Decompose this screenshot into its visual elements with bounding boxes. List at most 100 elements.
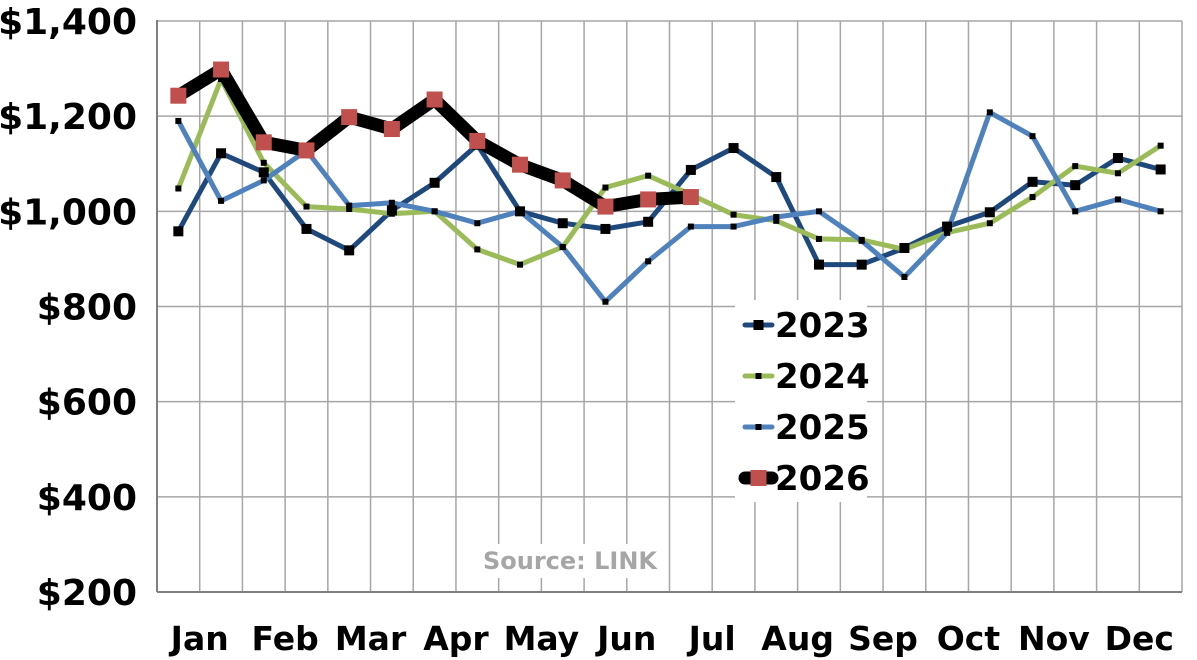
data-point-2024 (1029, 194, 1036, 201)
data-point-2023 (1070, 180, 1081, 191)
data-point-2023 (856, 259, 867, 270)
data-point-2024 (175, 185, 182, 192)
y-tick-label: $800 (37, 288, 137, 329)
data-point-2024 (645, 172, 652, 179)
series-markers (170, 61, 1166, 305)
x-tick-label: May (504, 619, 580, 658)
data-point-2025 (517, 208, 524, 215)
data-point-2025 (815, 208, 822, 215)
data-point-2023 (258, 167, 269, 178)
series-line-2024 (175, 76, 1164, 268)
data-point-2023 (386, 205, 397, 216)
data-point-2025 (645, 258, 652, 265)
data-point-2023 (984, 207, 995, 218)
y-axis-tick-labels: $200 $400 $600 $800 $1,000 $1,200 $1,400 (0, 2, 137, 614)
data-point-2024 (1072, 163, 1079, 170)
data-point-2025 (559, 244, 566, 251)
data-point-2026 (298, 142, 315, 159)
data-point-2026 (682, 189, 699, 206)
data-point-2024 (986, 220, 993, 227)
x-tick-label: Aug (761, 619, 834, 658)
data-point-2026 (383, 121, 400, 138)
data-point-2023 (344, 245, 355, 256)
data-point-2024 (602, 184, 609, 191)
x-tick-label: Oct (937, 619, 1001, 658)
data-point-2025 (1157, 208, 1164, 215)
x-tick-label: Sep (848, 619, 918, 658)
legend-label-2026: 2026 (775, 459, 870, 499)
data-point-2024 (1114, 170, 1121, 177)
x-tick-label: Jan (169, 619, 229, 658)
data-point-2025 (687, 223, 694, 230)
axes (156, 20, 1182, 593)
x-axis-tick-labels: Jan Feb Mar Apr May Jun Jul Aug Sep Oct Nov Dec (169, 619, 1174, 658)
legend-marker-2024 (755, 373, 762, 379)
data-point-2026 (213, 61, 230, 78)
data-point-2026 (341, 109, 358, 126)
data-point-2023 (1112, 153, 1123, 164)
data-point-2024 (815, 235, 822, 242)
data-point-2023 (728, 143, 739, 154)
legend-marker-2026 (750, 470, 767, 486)
x-tick-label: Jul (687, 619, 736, 658)
data-point-2026 (255, 134, 272, 151)
data-point-2025 (1114, 196, 1121, 203)
y-tick-label: $400 (37, 478, 137, 519)
data-point-2023 (685, 164, 696, 175)
data-point-2025 (218, 197, 225, 204)
x-tick-label: Dec (1105, 619, 1174, 658)
data-point-2024 (218, 76, 225, 83)
legend-label-2025: 2025 (775, 408, 870, 448)
data-point-2025 (431, 208, 438, 215)
legend-label-2023: 2023 (775, 306, 870, 346)
data-point-2023 (301, 223, 312, 234)
data-point-2026 (512, 156, 529, 173)
data-point-2025 (901, 273, 908, 280)
legend: 2023 2024 2025 2026 (738, 306, 870, 499)
data-point-2023 (813, 259, 824, 270)
data-point-2026 (640, 191, 657, 208)
data-point-2026 (170, 87, 187, 104)
legend-label-2024: 2024 (775, 357, 870, 397)
data-point-2023 (771, 172, 782, 183)
data-point-2023 (1155, 164, 1166, 175)
data-point-2024 (901, 246, 908, 253)
data-point-2024 (388, 210, 395, 217)
data-point-2025 (1029, 133, 1036, 140)
x-tick-label: Jun (595, 619, 656, 658)
data-point-2025 (944, 229, 951, 236)
data-point-2024 (1157, 142, 1164, 149)
data-point-2024 (346, 205, 353, 212)
series-line-2025 (175, 109, 1164, 305)
data-point-2026 (426, 91, 443, 108)
data-point-2024 (260, 159, 267, 166)
grid-lines (156, 20, 1183, 593)
data-point-2026 (554, 172, 571, 189)
x-tick-label: Feb (252, 619, 319, 658)
legend-marker-2025 (755, 424, 762, 430)
data-point-2025 (388, 199, 395, 206)
x-tick-label: Nov (1018, 619, 1090, 658)
data-point-2025 (858, 237, 865, 244)
data-point-2024 (303, 203, 310, 210)
data-point-2024 (730, 211, 737, 218)
y-tick-label: $1,400 (0, 2, 137, 43)
source-note-background (476, 544, 664, 578)
data-point-2023 (216, 148, 227, 159)
data-point-2025 (474, 220, 481, 227)
data-point-2025 (986, 109, 993, 116)
data-point-2024 (773, 217, 780, 224)
data-point-2023 (429, 177, 440, 188)
data-point-2025 (260, 177, 267, 184)
data-point-2026 (469, 132, 486, 149)
data-point-2025 (1072, 208, 1079, 215)
data-point-2023 (643, 216, 654, 227)
data-point-2023 (942, 221, 953, 232)
data-point-2024 (474, 246, 481, 253)
data-point-2026 (597, 198, 614, 215)
source-note: Source: LINK (483, 547, 658, 575)
data-point-2025 (773, 214, 780, 221)
y-tick-label: $600 (37, 383, 137, 424)
x-tick-label: Mar (335, 619, 407, 658)
